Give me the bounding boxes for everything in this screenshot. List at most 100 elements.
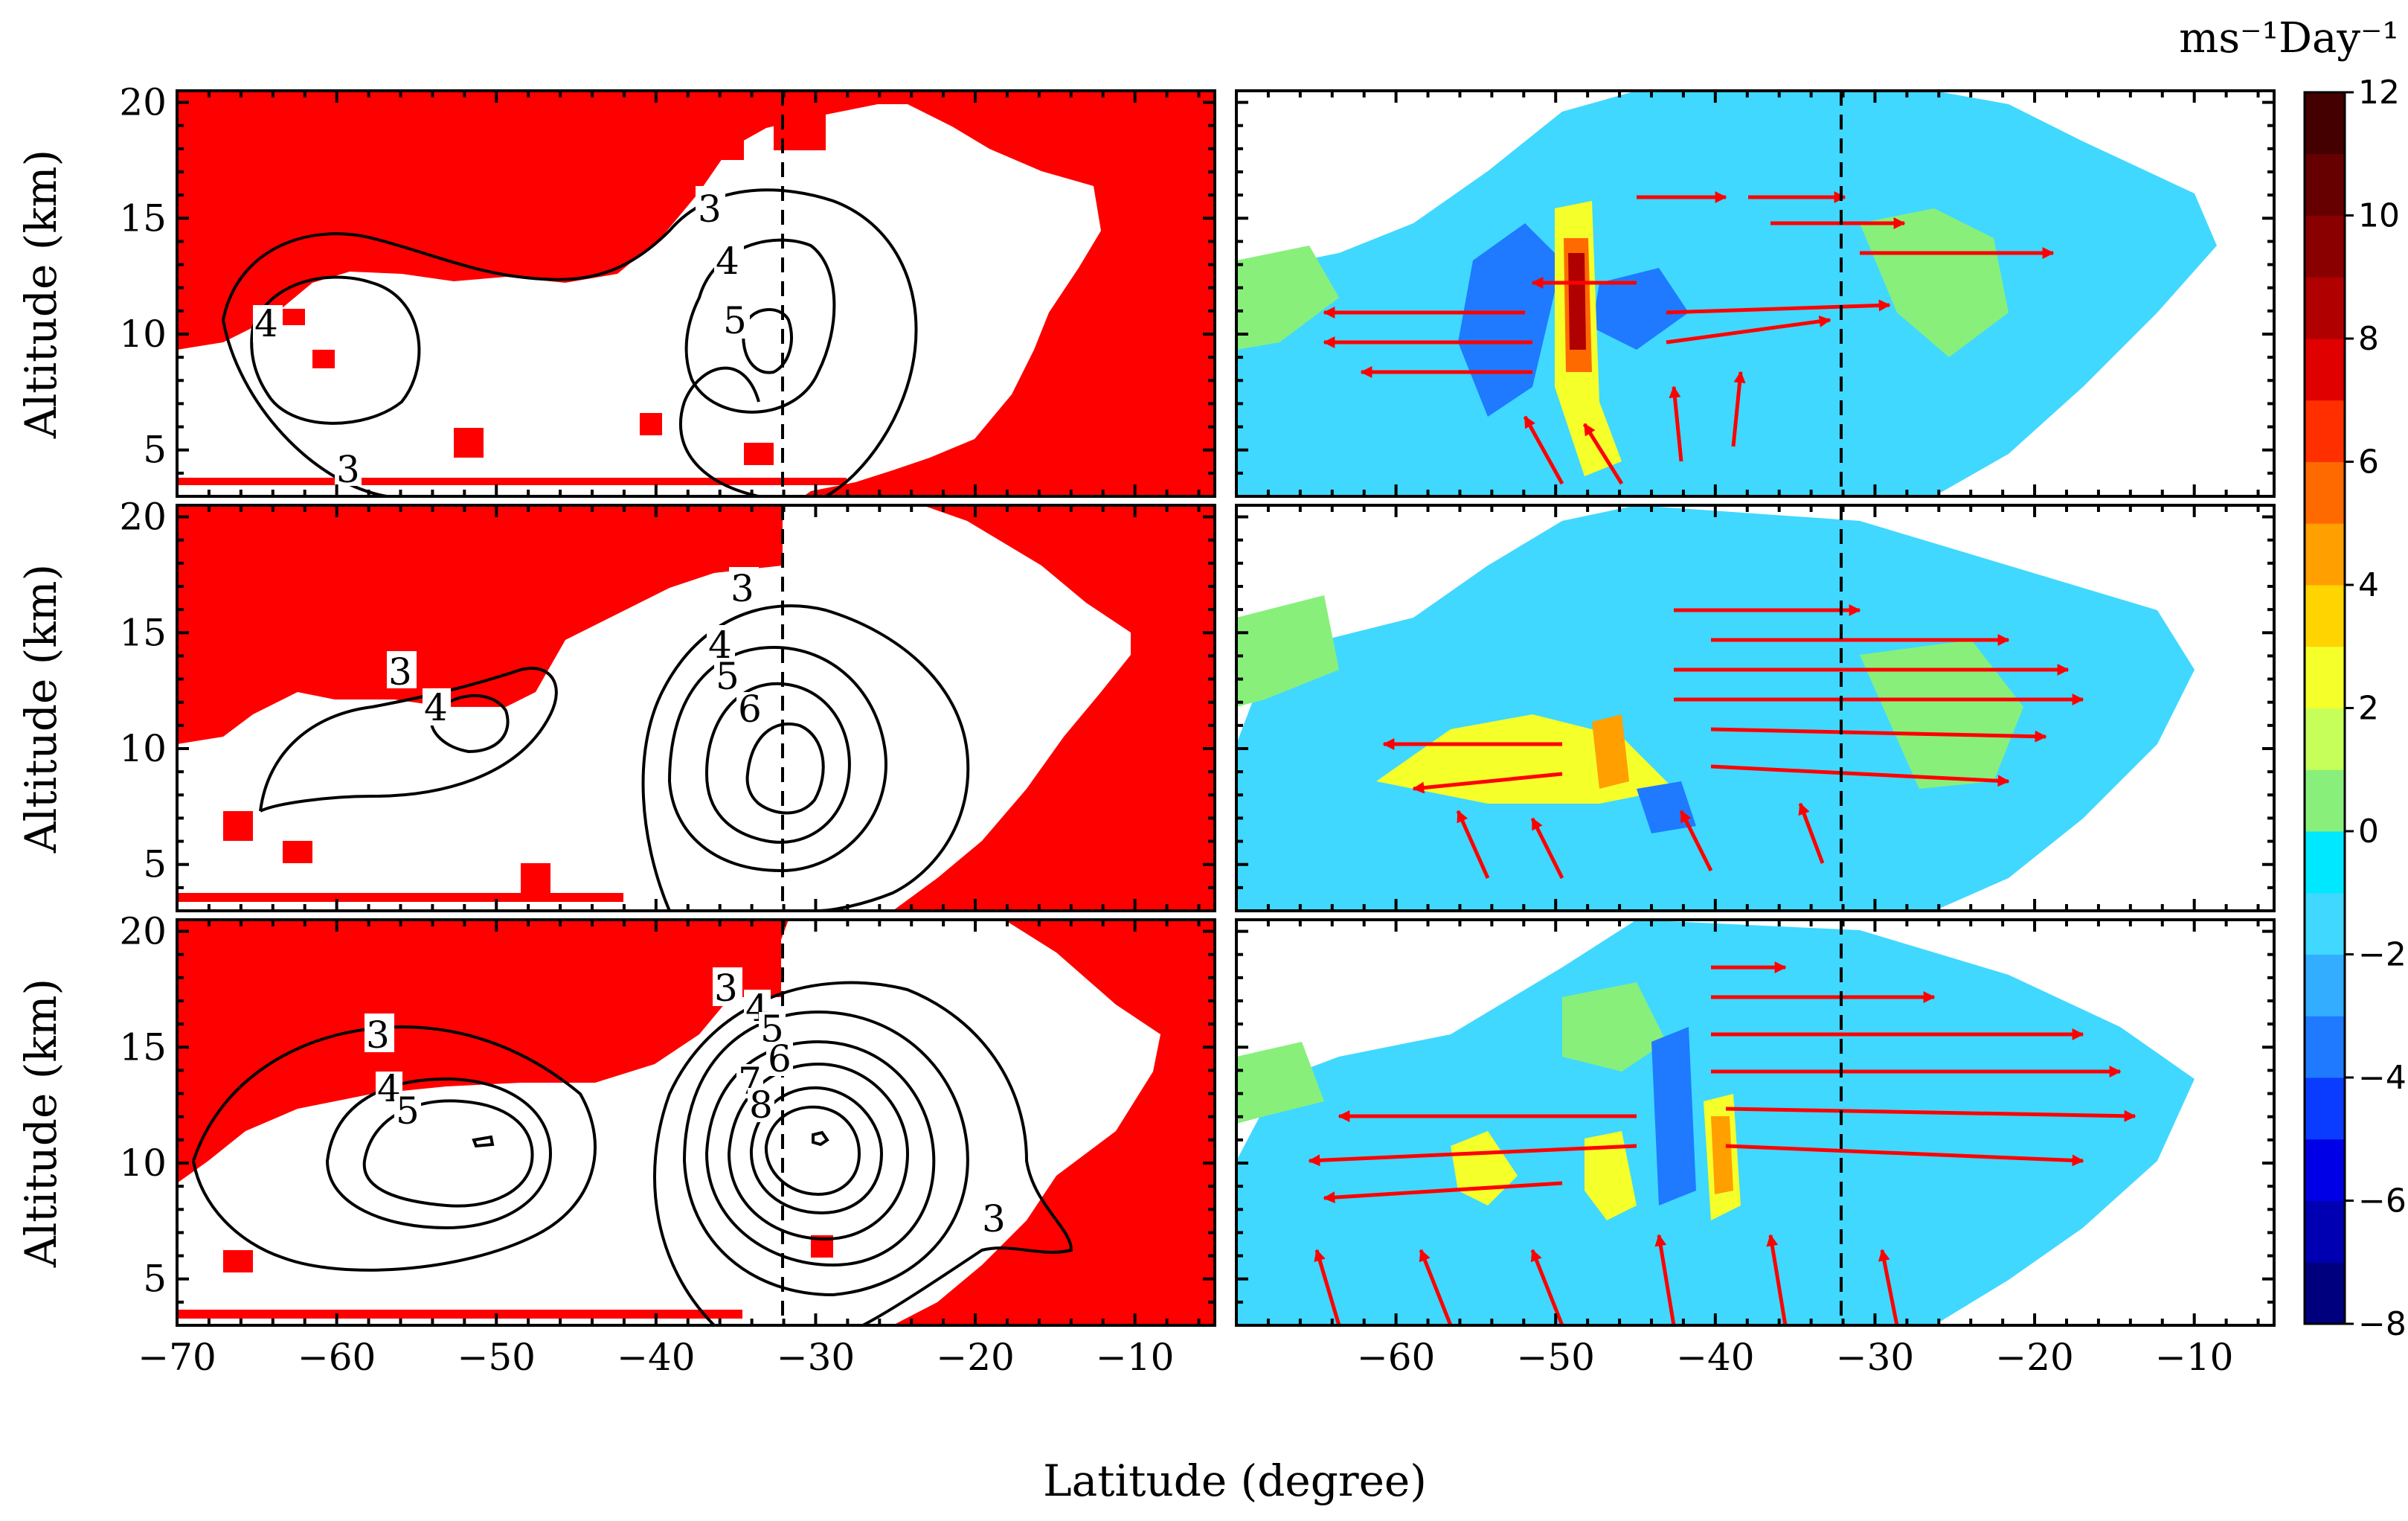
y-tick-label: 20 bbox=[119, 496, 167, 539]
colorbar-segment bbox=[2305, 400, 2345, 462]
colorbar-segment bbox=[2305, 708, 2345, 770]
contour-label: 3 bbox=[388, 650, 412, 694]
vector-arrow bbox=[1456, 810, 1490, 880]
frame-right-2 bbox=[1235, 504, 2276, 912]
contour-label: 4 bbox=[424, 686, 448, 729]
colorbar-tick-label: −2 bbox=[2358, 936, 2407, 974]
x-tick-label: −60 bbox=[1357, 1336, 1436, 1379]
colorbar-segment bbox=[2305, 92, 2345, 155]
contour-labels: 3 3 4 4 5 3 3 4 4 5 6 3 3 3 4 4 5 5 bbox=[253, 186, 1010, 1240]
axis-ticks: 5 10 15 20 5 10 15 20 5 10 15 20 −70 −60 −50 −40 −30 −20 −… bbox=[119, 81, 2274, 1379]
filled-contour-blue bbox=[1651, 1027, 1696, 1205]
contour-line-3b bbox=[222, 319, 388, 496]
filled-contour-green bbox=[1236, 1042, 1324, 1124]
y-tick-label: 5 bbox=[143, 429, 167, 472]
colorbar-segment bbox=[2305, 153, 2345, 216]
vector-arrow bbox=[1666, 316, 1831, 345]
colorbar-segment bbox=[2305, 1262, 2345, 1325]
frame-left-2 bbox=[176, 504, 1216, 912]
y-tick-label: 5 bbox=[143, 843, 167, 886]
x-tick-label: −40 bbox=[617, 1336, 696, 1379]
contour-line-3b bbox=[653, 981, 1073, 1325]
x-tick-label: −30 bbox=[777, 1336, 855, 1379]
contour-line-3c bbox=[679, 366, 760, 496]
filled-contour-blue bbox=[1458, 223, 1562, 417]
vector-arrow bbox=[1314, 1249, 1341, 1325]
contour-line-4a bbox=[429, 694, 510, 754]
contour-label: 4 bbox=[254, 302, 278, 345]
filled-contour-orange bbox=[1711, 1116, 1733, 1194]
colorbar-tick-label: −8 bbox=[2358, 1305, 2407, 1343]
contour-label: 8 bbox=[749, 1083, 773, 1127]
colorbar-segment bbox=[2305, 523, 2345, 586]
vector-arrow bbox=[1679, 810, 1713, 872]
colorbar-segment bbox=[2305, 646, 2345, 708]
contour-line-3b bbox=[641, 604, 970, 911]
colorbar-tick-label: 6 bbox=[2358, 444, 2379, 481]
frame-right-3 bbox=[1235, 918, 2276, 1327]
vector-arrow bbox=[1323, 1181, 1563, 1204]
contour-line-6 bbox=[745, 722, 825, 815]
frame-right-1 bbox=[1235, 89, 2276, 498]
contour-line-3a bbox=[259, 667, 558, 813]
vector-arrow bbox=[1582, 423, 1624, 485]
left-panel-row1 bbox=[177, 91, 1215, 496]
y-tick-label: 10 bbox=[119, 313, 167, 356]
panel-frames bbox=[176, 89, 2276, 1327]
y-tick-label: 15 bbox=[119, 196, 167, 240]
colorbar-segment bbox=[2305, 1016, 2345, 1078]
contour-line-7 bbox=[749, 1086, 884, 1215]
filled-contour-green bbox=[1236, 595, 1339, 707]
colorbar-units: ms⁻¹Day⁻¹ bbox=[2179, 14, 2399, 63]
colorbar-segment bbox=[2305, 339, 2345, 401]
contour-line-9 bbox=[812, 1130, 829, 1147]
contour-label: 3 bbox=[336, 448, 360, 491]
vector-arrow bbox=[1669, 385, 1683, 462]
colorbar-tick-label: 10 bbox=[2358, 197, 2400, 235]
frame-left-1 bbox=[176, 89, 1216, 498]
vector-arrow bbox=[1523, 415, 1564, 485]
right-panel-row2 bbox=[1236, 505, 2274, 911]
y-tick-label: 20 bbox=[119, 910, 167, 953]
colorbar-segment bbox=[2305, 1139, 2345, 1201]
contour-label: 3 bbox=[982, 1197, 1006, 1240]
colorbar-segment bbox=[2305, 892, 2345, 955]
filled-contour-green bbox=[1860, 640, 2023, 789]
vector-arrow bbox=[1419, 1249, 1453, 1325]
y-tick-label: 15 bbox=[119, 1025, 167, 1069]
x-axis-label: Latitude (degree) bbox=[1043, 1456, 1427, 1506]
contour-label: 3 bbox=[714, 967, 738, 1010]
filled-contour-green bbox=[1236, 246, 1339, 350]
y-axis-label-row2: Altitude (km) bbox=[16, 564, 66, 854]
colorbar-tick-label: 12 bbox=[2358, 74, 2400, 112]
filled-contour-green bbox=[1860, 208, 2009, 357]
vector-arrow bbox=[1654, 1234, 1676, 1325]
contour-label: 5 bbox=[723, 299, 747, 342]
vector-arrow bbox=[1710, 764, 2010, 787]
colorbar-segment bbox=[2305, 277, 2345, 339]
colorbar-tick-label: −4 bbox=[2358, 1059, 2407, 1097]
x-tick-label: −50 bbox=[457, 1336, 536, 1379]
vector-arrow bbox=[1710, 727, 2047, 743]
filled-contour-darkred bbox=[1568, 253, 1586, 350]
wind-vectors bbox=[1323, 190, 2055, 485]
contours bbox=[192, 981, 1073, 1325]
contour-label: 6 bbox=[768, 1037, 792, 1080]
contour-label: 5 bbox=[716, 655, 739, 698]
filled-contour-orange bbox=[1592, 714, 1629, 789]
x-tick-label: −10 bbox=[1096, 1336, 1175, 1379]
x-tick-label: −20 bbox=[1995, 1336, 2074, 1379]
colorbar: 12 10 8 6 4 2 0 −2 −4 −6 −8 bbox=[2303, 74, 2407, 1343]
colorbar-segment bbox=[2305, 954, 2345, 1016]
x-tick-label: −70 bbox=[138, 1336, 216, 1379]
x-tick-label: −10 bbox=[2155, 1336, 2234, 1379]
contour-line-5b bbox=[704, 1040, 936, 1267]
y-tick-label: 5 bbox=[143, 1258, 167, 1301]
colorbar-segment bbox=[2305, 1200, 2345, 1263]
white-region bbox=[177, 104, 1101, 496]
contour-line-3a bbox=[222, 188, 918, 496]
wind-vectors bbox=[1308, 961, 2136, 1325]
colorbar-tick-label: 4 bbox=[2358, 566, 2379, 604]
y-axis-label-row3: Altitude (km) bbox=[16, 979, 66, 1268]
